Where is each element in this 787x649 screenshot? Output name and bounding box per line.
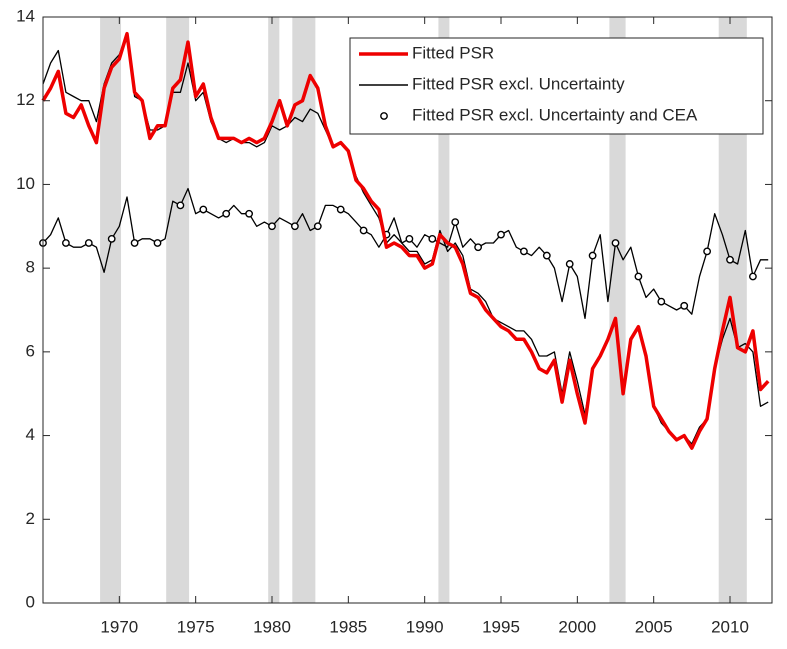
- recession-band: [609, 17, 626, 603]
- legend-label: Fitted PSR: [412, 43, 494, 62]
- series-marker: [359, 226, 368, 235]
- series-marker: [611, 239, 620, 247]
- series-marker: [222, 209, 231, 218]
- series-marker: [153, 239, 162, 247]
- series-marker: [62, 239, 70, 247]
- x-tick-label: 1980: [253, 617, 291, 636]
- x-tick-label: 1995: [482, 617, 520, 636]
- y-tick-label: 14: [16, 6, 35, 25]
- series-line: [41, 31, 770, 450]
- series-marker: [520, 247, 528, 256]
- series-line: [42, 187, 769, 320]
- y-tick-label: 12: [16, 90, 35, 109]
- series-marker: [130, 239, 139, 247]
- x-tick-label: 1985: [329, 617, 367, 636]
- recession-band: [100, 17, 122, 603]
- recession-band: [166, 17, 190, 603]
- legend-label: Fitted PSR excl. Uncertainty: [412, 74, 625, 93]
- series-marker: [313, 222, 322, 231]
- series-marker: [84, 239, 93, 247]
- legend-label: Fitted PSR excl. Uncertainty and CEA: [412, 105, 698, 124]
- series-marker: [680, 301, 689, 310]
- series-marker: [451, 218, 460, 227]
- recession-band: [268, 17, 280, 603]
- y-tick-label: 4: [26, 425, 35, 444]
- y-tick-label: 2: [26, 509, 35, 528]
- legend-marker: [380, 112, 388, 120]
- y-tick-label: 10: [16, 174, 35, 193]
- series-marker: [405, 234, 414, 243]
- series-marker: [107, 234, 116, 243]
- series-marker: [268, 222, 276, 231]
- series-marker: [245, 209, 254, 218]
- recession-band: [438, 17, 450, 603]
- series-marker: [657, 297, 666, 306]
- series-marker: [749, 272, 757, 281]
- legend: Fitted PSR Fitted PSR excl. Uncertainty Fi…: [349, 37, 764, 135]
- series-marker: [726, 255, 734, 264]
- x-tick-label: 2005: [635, 617, 673, 636]
- series-marker: [588, 251, 597, 260]
- series-marker: [497, 230, 505, 239]
- y-tick-label: 0: [26, 592, 35, 611]
- series-marker: [542, 251, 551, 260]
- x-tick-label: 2010: [711, 617, 749, 636]
- x-tick-label: 1975: [177, 617, 215, 636]
- series-marker: [565, 260, 574, 268]
- x-tick-label: 1990: [406, 617, 444, 636]
- series-marker: [474, 243, 483, 252]
- y-tick-label: 6: [26, 341, 35, 360]
- series-marker: [703, 247, 712, 256]
- legend-box: [349, 37, 764, 135]
- series-marker: [176, 201, 185, 210]
- plot-frame: [42, 16, 773, 604]
- series-marker: [634, 272, 643, 281]
- recession-band: [292, 17, 316, 603]
- series-marker: [291, 222, 299, 231]
- x-tick-label: 2000: [558, 617, 596, 636]
- x-tick-label: 1970: [100, 617, 138, 636]
- series-marker: [336, 205, 345, 214]
- series-marker: [199, 205, 208, 214]
- y-tick-label: 8: [26, 258, 35, 277]
- series-marker: [428, 234, 437, 243]
